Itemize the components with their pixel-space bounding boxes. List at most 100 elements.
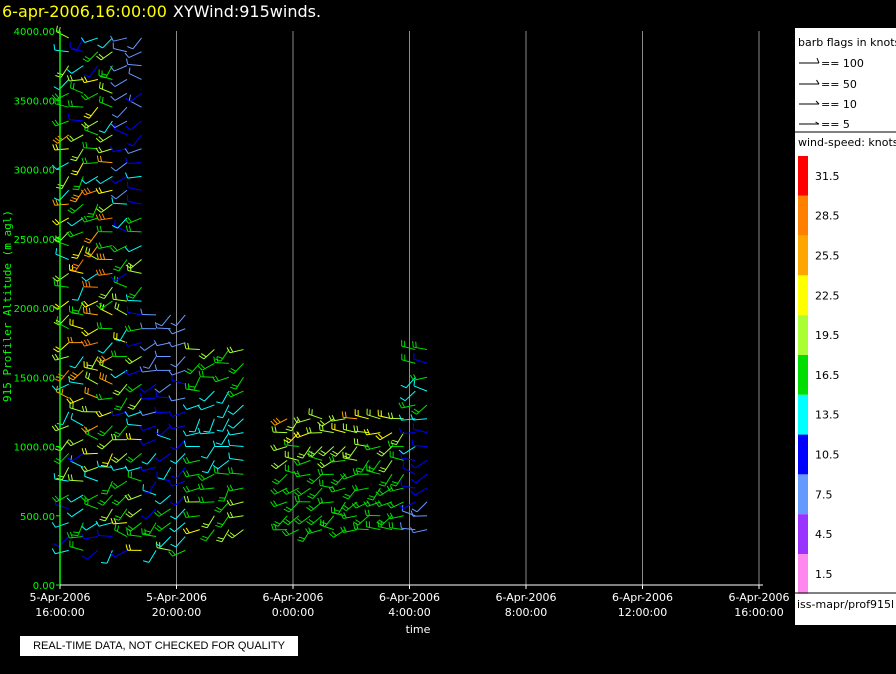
barb-flag — [168, 341, 173, 348]
barb-shaft — [157, 434, 171, 441]
wind-barb — [139, 410, 157, 416]
wind-barb — [81, 533, 98, 540]
barb-flag — [293, 460, 298, 466]
wind-barb — [376, 515, 393, 526]
wind-barb — [66, 134, 84, 143]
wind-barb — [66, 230, 84, 238]
speed-swatch-5 — [798, 355, 808, 395]
barb-flag — [368, 495, 375, 498]
wind-barb — [330, 473, 346, 486]
barb-flag — [114, 524, 117, 531]
barb-flag — [400, 452, 403, 459]
barb-flag — [127, 262, 134, 267]
barb-shaft — [215, 376, 230, 383]
wind-barb — [125, 225, 142, 233]
wind-barb — [113, 219, 128, 233]
barb-flag — [214, 509, 220, 513]
barb-shaft — [115, 162, 128, 172]
barb-flag — [308, 518, 315, 524]
barb-flag — [69, 135, 75, 141]
barb-shaft — [161, 314, 172, 327]
barb-flag — [82, 141, 85, 148]
barb-flag — [85, 141, 88, 149]
wind-barb — [81, 494, 99, 502]
barb-flag — [71, 196, 78, 200]
barb-flag — [182, 528, 187, 535]
barb-flag — [98, 393, 103, 400]
barb-flag — [275, 417, 281, 423]
barb-flag — [83, 329, 89, 335]
speed-swatch-8 — [798, 474, 808, 515]
wind-barb — [401, 340, 416, 351]
barb-shaft — [114, 175, 128, 185]
barb-shaft — [54, 148, 69, 151]
wind-barb — [81, 157, 98, 165]
barb-shaft — [99, 356, 113, 364]
barb-shaft — [347, 487, 358, 500]
wind-barb — [230, 376, 244, 390]
barb-flag — [363, 444, 368, 451]
wind-barb — [170, 494, 186, 506]
wind-barb — [81, 272, 99, 282]
barb-shaft — [85, 328, 99, 337]
wind-barb — [125, 433, 142, 441]
wind-barb — [157, 467, 172, 480]
speed-label-1: 28.5 — [815, 210, 840, 223]
barb-shaft — [130, 120, 142, 131]
barb-flag — [96, 322, 99, 329]
barb-flag — [140, 308, 143, 315]
barb-flag — [98, 242, 103, 249]
barb-shaft — [117, 425, 128, 438]
barb-flag — [170, 543, 177, 548]
barb-flag — [296, 518, 303, 523]
barb-shaft — [229, 501, 244, 506]
barb-flag — [144, 529, 151, 533]
wind-barb — [81, 549, 99, 560]
barb-flag — [70, 474, 73, 481]
x-tick-date-5: 6-Apr-2006 — [612, 591, 673, 604]
barb-flag — [317, 497, 321, 504]
barb-flag — [197, 427, 201, 434]
barb-flag — [211, 376, 217, 383]
wind-barb — [155, 536, 172, 548]
barb-flag — [127, 525, 134, 530]
barb-shaft — [229, 349, 244, 354]
barb-shaft — [175, 536, 186, 548]
wind-barb — [318, 446, 335, 457]
barb-shaft — [383, 460, 393, 473]
barb-flag — [294, 491, 300, 497]
wind-barb — [95, 393, 113, 401]
barb-flag — [398, 414, 402, 421]
barb-flag — [84, 405, 88, 412]
barb-shaft — [106, 480, 113, 495]
barb-flag — [183, 470, 187, 477]
wind-barb — [124, 148, 142, 154]
barb-flag — [201, 470, 208, 474]
wind-barb — [170, 439, 186, 451]
wind-barb — [139, 383, 157, 393]
wind-barb — [198, 349, 215, 360]
wind-barb — [53, 536, 70, 547]
barb-flag — [352, 468, 356, 475]
barb-flag — [353, 425, 356, 432]
barb-flag — [391, 481, 398, 484]
barb-flag — [390, 442, 397, 446]
barb-flag — [170, 460, 176, 464]
barb-flag — [101, 73, 108, 76]
wind-barb — [305, 527, 323, 535]
wind-barb — [97, 37, 113, 49]
barb-flag — [99, 155, 103, 162]
wind-barb — [270, 487, 288, 495]
wind-barb — [81, 92, 99, 101]
barb-flag — [296, 431, 301, 437]
barb-flag — [343, 504, 349, 510]
barb-shaft — [366, 526, 381, 531]
wind-barb — [81, 522, 99, 531]
barb-flag — [129, 293, 136, 297]
barb-flag — [402, 461, 405, 469]
barb-shaft — [273, 501, 288, 508]
barb-flag — [340, 526, 344, 533]
wind-barb — [95, 134, 113, 143]
barb-flag — [53, 543, 60, 547]
barb-flag — [215, 358, 222, 362]
